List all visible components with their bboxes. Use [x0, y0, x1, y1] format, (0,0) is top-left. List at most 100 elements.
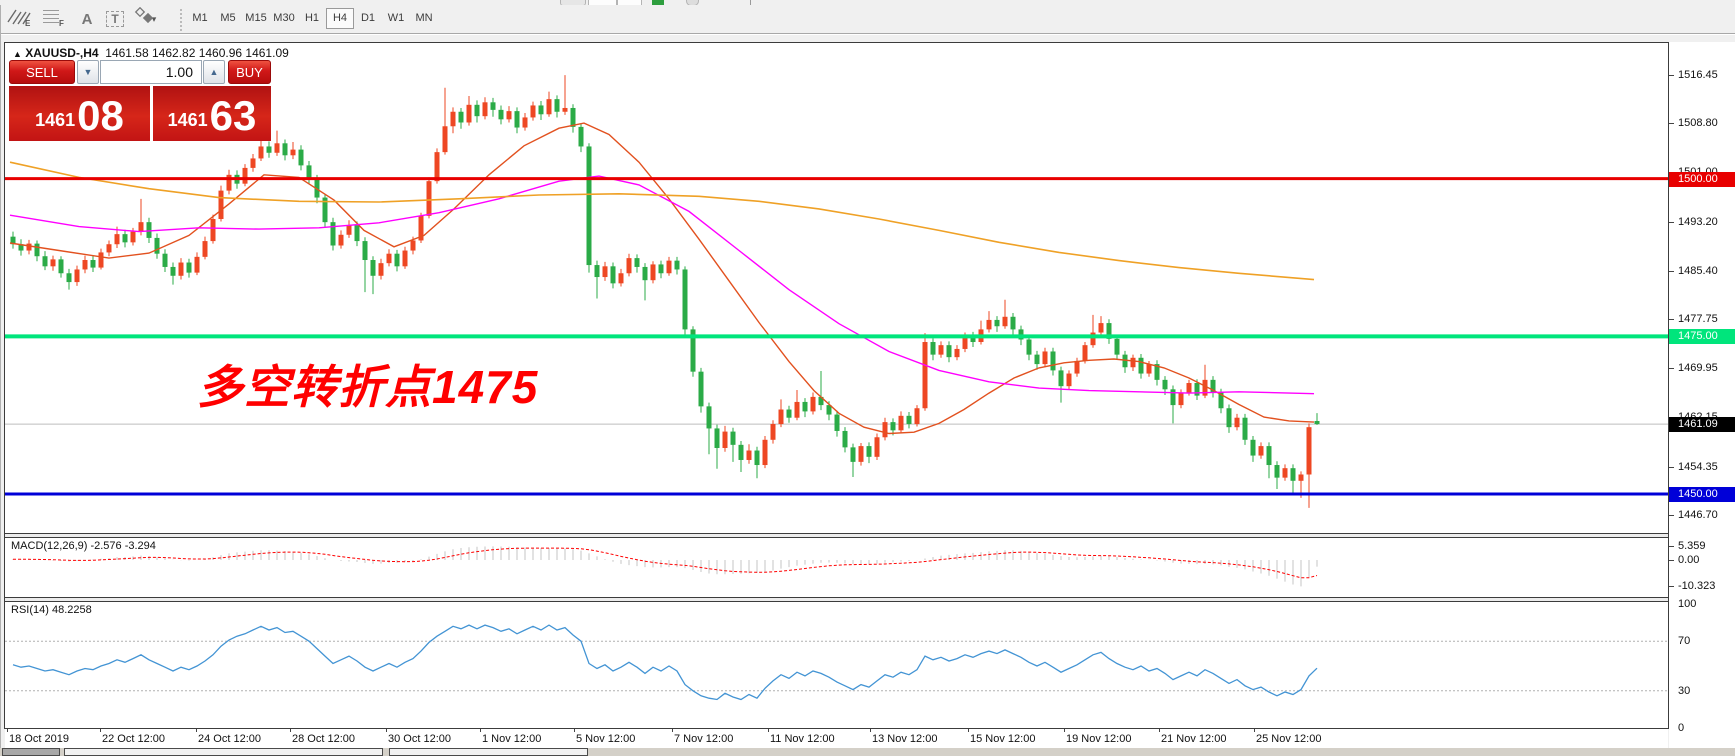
sell-price-box[interactable]: 1461 08	[9, 86, 150, 141]
rsi-label: RSI(14) 48.2258	[11, 604, 92, 616]
price-tick-label: 1508.80	[1678, 117, 1718, 130]
text-label-glyph: A	[81, 10, 93, 28]
window-tab[interactable]	[64, 748, 383, 756]
ohlc-values: 1461.58 1462.82 1460.96 1461.09	[105, 46, 289, 60]
pane-separator[interactable]	[4, 597, 1669, 598]
time-tick	[100, 729, 101, 732]
price-level-label-1475.00: 1475.00	[1669, 329, 1735, 345]
volume-input[interactable]: 1.00	[100, 60, 202, 84]
pane-separator[interactable]	[4, 533, 1669, 534]
window-tab[interactable]	[389, 748, 588, 756]
price-tick	[1669, 318, 1674, 320]
svg-text:F: F	[59, 19, 64, 27]
timeframe-button-mn[interactable]: MN	[415, 12, 433, 24]
macd-axis-tick	[1669, 586, 1674, 588]
timeframe-button-h4[interactable]: H4	[326, 8, 354, 29]
objects-arrange-icon[interactable]: ▾	[134, 7, 172, 31]
price-tick-label: 1446.70	[1678, 508, 1718, 521]
bottom-tab-strip	[0, 748, 1735, 756]
time-tick-label: 15 Nov 12:00	[970, 733, 1036, 745]
rsi-axis-label: 30	[1678, 684, 1691, 697]
buy-price-box[interactable]: 1461 63	[153, 86, 271, 141]
rsi-axis-label: 100	[1678, 598, 1697, 610]
time-tick	[1159, 729, 1160, 732]
cropped-separator	[750, 0, 751, 5]
time-tick-label: 18 Oct 2019	[9, 733, 69, 745]
price-tick-label: 1516.45	[1678, 68, 1718, 81]
time-tick	[768, 729, 769, 732]
text-label-icon[interactable]: A	[76, 7, 98, 31]
timeframe-button-w1[interactable]: W1	[387, 12, 405, 24]
time-tick	[574, 729, 575, 732]
price-tick-label: 1493.20	[1678, 215, 1718, 228]
sell-button[interactable]: SELL	[9, 60, 75, 84]
toolbar-divider	[0, 33, 1735, 34]
symbol-name: XAUUSD-,H4	[25, 46, 99, 60]
price-level-label-1450.00: 1450.00	[1669, 487, 1735, 503]
macd-label: MACD(12,26,9) -2.576 -3.294	[11, 540, 156, 552]
sell-price-pips: 08	[77, 92, 124, 139]
price-tick-label: 1454.35	[1678, 460, 1718, 473]
chart-border-left	[4, 42, 5, 729]
time-tick-label: 19 Nov 12:00	[1066, 733, 1132, 745]
collapse-arrow-icon[interactable]: ▲	[13, 49, 22, 59]
price-axis[interactable]: 1516.451508.801501.001493.201485.401477.…	[1669, 42, 1735, 748]
timeframe-button-h1[interactable]: H1	[304, 12, 320, 24]
price-level-label-1461.09: 1461.09	[1669, 417, 1735, 433]
macd-signal-line	[12, 547, 1318, 579]
time-tick	[196, 729, 197, 732]
macd-axis-label: 0.00	[1678, 554, 1700, 566]
pane-separator-gap	[5, 598, 1668, 601]
svg-text:E: E	[25, 19, 31, 27]
ma-fast	[9, 122, 1315, 435]
timeframe-button-m1[interactable]: M1	[192, 12, 208, 24]
price-tick	[1669, 123, 1674, 125]
time-tick-label: 25 Nov 12:00	[1256, 733, 1322, 745]
time-tick	[7, 729, 8, 732]
macd-axis-label: 5.359	[1678, 540, 1706, 553]
timeframe-button-m5[interactable]: M5	[220, 12, 236, 24]
rsi-axis-label: 0	[1678, 722, 1685, 734]
toolbar-separator	[180, 9, 182, 31]
time-tick	[386, 729, 387, 732]
macd-chart	[12, 546, 1318, 587]
grid-icon-art: F	[43, 10, 64, 27]
timeframe-button-m15[interactable]: M15	[245, 12, 267, 24]
macd-axis-tick	[1669, 560, 1674, 561]
timeframe-button-d1[interactable]: D1	[360, 12, 376, 24]
macd-pane[interactable]: MACD(12,26,9) -2.576 -3.294	[5, 538, 1668, 597]
macd-axis-tick	[1669, 546, 1674, 548]
indicators-icon-art: E	[7, 9, 31, 27]
buy-price-main: 1461	[167, 110, 208, 130]
grid-icon[interactable]: F	[42, 7, 70, 31]
volume-decrease-button[interactable]: ▼	[77, 60, 99, 84]
rsi-chart	[5, 624, 1668, 701]
time-tick	[870, 729, 871, 732]
price-tick	[1669, 368, 1674, 370]
time-tick	[672, 729, 673, 732]
time-tick	[1254, 729, 1255, 732]
sell-price-main: 1461	[35, 110, 76, 130]
timeframe-button-m30[interactable]: M30	[273, 12, 295, 24]
volume-increase-button[interactable]: ▲	[203, 60, 225, 84]
text-box-icon[interactable]: T	[102, 7, 128, 31]
time-tick-label: 11 Nov 12:00	[770, 733, 835, 745]
rsi-axis-label: 70	[1678, 635, 1691, 648]
toolbar-divider-highlight	[0, 34, 1735, 35]
main-chart-pane[interactable]: ▲ XAUUSD-,H4 1461.58 1462.82 1460.96 146…	[5, 43, 1668, 533]
symbol-header: ▲ XAUUSD-,H4 1461.58 1462.82 1460.96 146…	[13, 46, 289, 60]
indicators-icon[interactable]: E	[6, 7, 38, 31]
time-tick-label: 13 Nov 12:00	[872, 733, 938, 745]
price-tick-label: 1469.95	[1678, 362, 1718, 375]
price-tick-label: 1477.75	[1678, 312, 1718, 325]
time-axis[interactable]: 18 Oct 2019 22 Oct 12:00 24 Oct 12:00 28 Oc…	[5, 729, 1668, 748]
window-tab[interactable]	[2, 748, 60, 756]
buy-button[interactable]: BUY	[228, 60, 271, 84]
time-tick-label: 7 Nov 12:00	[674, 733, 734, 745]
time-tick	[968, 729, 969, 732]
rsi-line	[12, 624, 1318, 701]
rsi-pane[interactable]: RSI(14) 48.2258	[5, 602, 1668, 728]
price-tick	[1669, 514, 1674, 516]
price-tick	[1669, 466, 1674, 468]
